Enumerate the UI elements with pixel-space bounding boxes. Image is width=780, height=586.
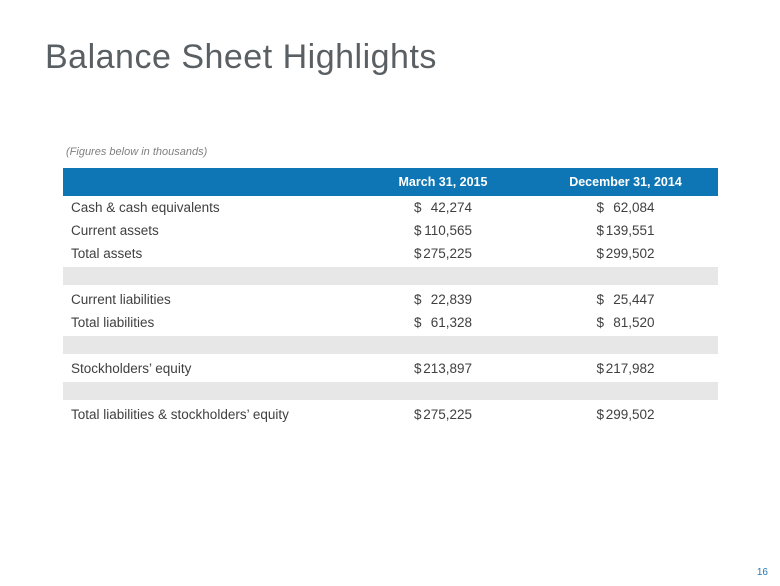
currency-symbol: $ [596, 292, 605, 307]
money-value: $ 22,839 [414, 292, 472, 307]
row-label: Cash & cash equivalents [71, 200, 220, 215]
currency-symbol: $ [414, 246, 422, 261]
money-value: $ 81,520 [597, 315, 655, 330]
column-header-december-31-2014: December 31, 2014 [569, 175, 682, 189]
column-header-march-31-2015: March 31, 2015 [398, 175, 488, 189]
amount: 25,447 [613, 292, 655, 307]
amount: 139,551 [605, 223, 655, 238]
money-value: $ 275,225 [414, 407, 472, 422]
currency-symbol: $ [414, 315, 422, 330]
value-cell: $ 299,502 [533, 407, 718, 422]
amount: 275,225 [423, 246, 472, 261]
value-cell: $ 22,839 [353, 292, 533, 307]
table-row-current-liabilities: Current liabilities $ 22,839 $ 25,447 [63, 288, 718, 311]
money-value: $ 213,897 [414, 361, 472, 376]
currency-symbol: $ [596, 200, 605, 215]
currency-symbol: $ [414, 292, 422, 307]
value-cell: $ 139,551 [533, 223, 718, 238]
money-value: $ 299,502 [597, 246, 655, 261]
amount: 81,520 [613, 315, 655, 330]
value-cell: $ 81,520 [533, 315, 718, 330]
amount: 299,502 [605, 407, 655, 422]
table-row-stockholders-equity: Stockholders’ equity $ 213,897 $ 217,982 [63, 357, 718, 380]
currency-symbol: $ [596, 407, 605, 422]
currency-symbol: $ [596, 361, 605, 376]
amount: 62,084 [613, 200, 655, 215]
currency-symbol: $ [414, 361, 422, 376]
value-cell: $ 275,225 [353, 407, 533, 422]
section-divider [63, 382, 718, 400]
value-cell: $ 217,982 [533, 361, 718, 376]
value-cell: $ 61,328 [353, 315, 533, 330]
value-cell: $ 213,897 [353, 361, 533, 376]
amount: 299,502 [605, 246, 655, 261]
units-note: (Figures below in thousands) [66, 146, 208, 158]
currency-symbol: $ [414, 407, 422, 422]
balance-sheet-table: March 31, 2015 December 31, 2014 Cash & … [63, 168, 718, 426]
amount: 213,897 [423, 361, 472, 376]
amount: 22,839 [430, 292, 472, 307]
money-value: $ 61,328 [414, 315, 472, 330]
currency-symbol: $ [596, 223, 605, 238]
section-divider [63, 336, 718, 354]
money-value: $ 139,551 [597, 223, 655, 238]
currency-symbol: $ [414, 223, 422, 238]
money-value: $ 299,502 [597, 407, 655, 422]
row-label: Current assets [71, 223, 159, 238]
value-cell: $ 42,274 [353, 200, 533, 215]
amount: 110,565 [424, 223, 472, 238]
page-number: 16 [756, 567, 768, 578]
row-label: Total liabilities & stockholders’ equity [71, 407, 289, 422]
amount: 217,982 [605, 361, 655, 376]
slide-title: Balance Sheet Highlights [45, 38, 437, 76]
table-row-total-assets: Total assets $ 275,225 $ 299,502 [63, 242, 718, 265]
money-value: $ 42,274 [414, 200, 472, 215]
value-cell: $ 25,447 [533, 292, 718, 307]
value-cell: $ 275,225 [353, 246, 533, 261]
currency-symbol: $ [414, 200, 422, 215]
row-label: Stockholders’ equity [71, 361, 192, 376]
table-row-total-liabilities: Total liabilities $ 61,328 $ 81,520 [63, 311, 718, 334]
value-cell: $ 62,084 [533, 200, 718, 215]
amount: 275,225 [423, 407, 472, 422]
money-value: $ 62,084 [597, 200, 655, 215]
table-header-row: March 31, 2015 December 31, 2014 [63, 168, 718, 196]
table-row-total-liabilities-and-stockholders-equity: Total liabilities & stockholders’ equity… [63, 403, 718, 426]
row-label: Total assets [71, 246, 143, 261]
currency-symbol: $ [596, 246, 605, 261]
section-divider [63, 267, 718, 285]
money-value: $ 217,982 [597, 361, 655, 376]
money-value: $ 110,565 [414, 223, 472, 238]
table-row-current-assets: Current assets $ 110,565 $ 139,551 [63, 219, 718, 242]
amount: 42,274 [430, 200, 472, 215]
value-cell: $ 299,502 [533, 246, 718, 261]
row-label: Total liabilities [71, 315, 155, 330]
value-cell: $ 110,565 [353, 223, 533, 238]
table-row-cash-and-cash-equivalents: Cash & cash equivalents $ 42,274 $ 62,08… [63, 196, 718, 219]
currency-symbol: $ [596, 315, 605, 330]
row-label: Current liabilities [71, 292, 171, 307]
money-value: $ 275,225 [414, 246, 472, 261]
amount: 61,328 [430, 315, 472, 330]
money-value: $ 25,447 [597, 292, 655, 307]
